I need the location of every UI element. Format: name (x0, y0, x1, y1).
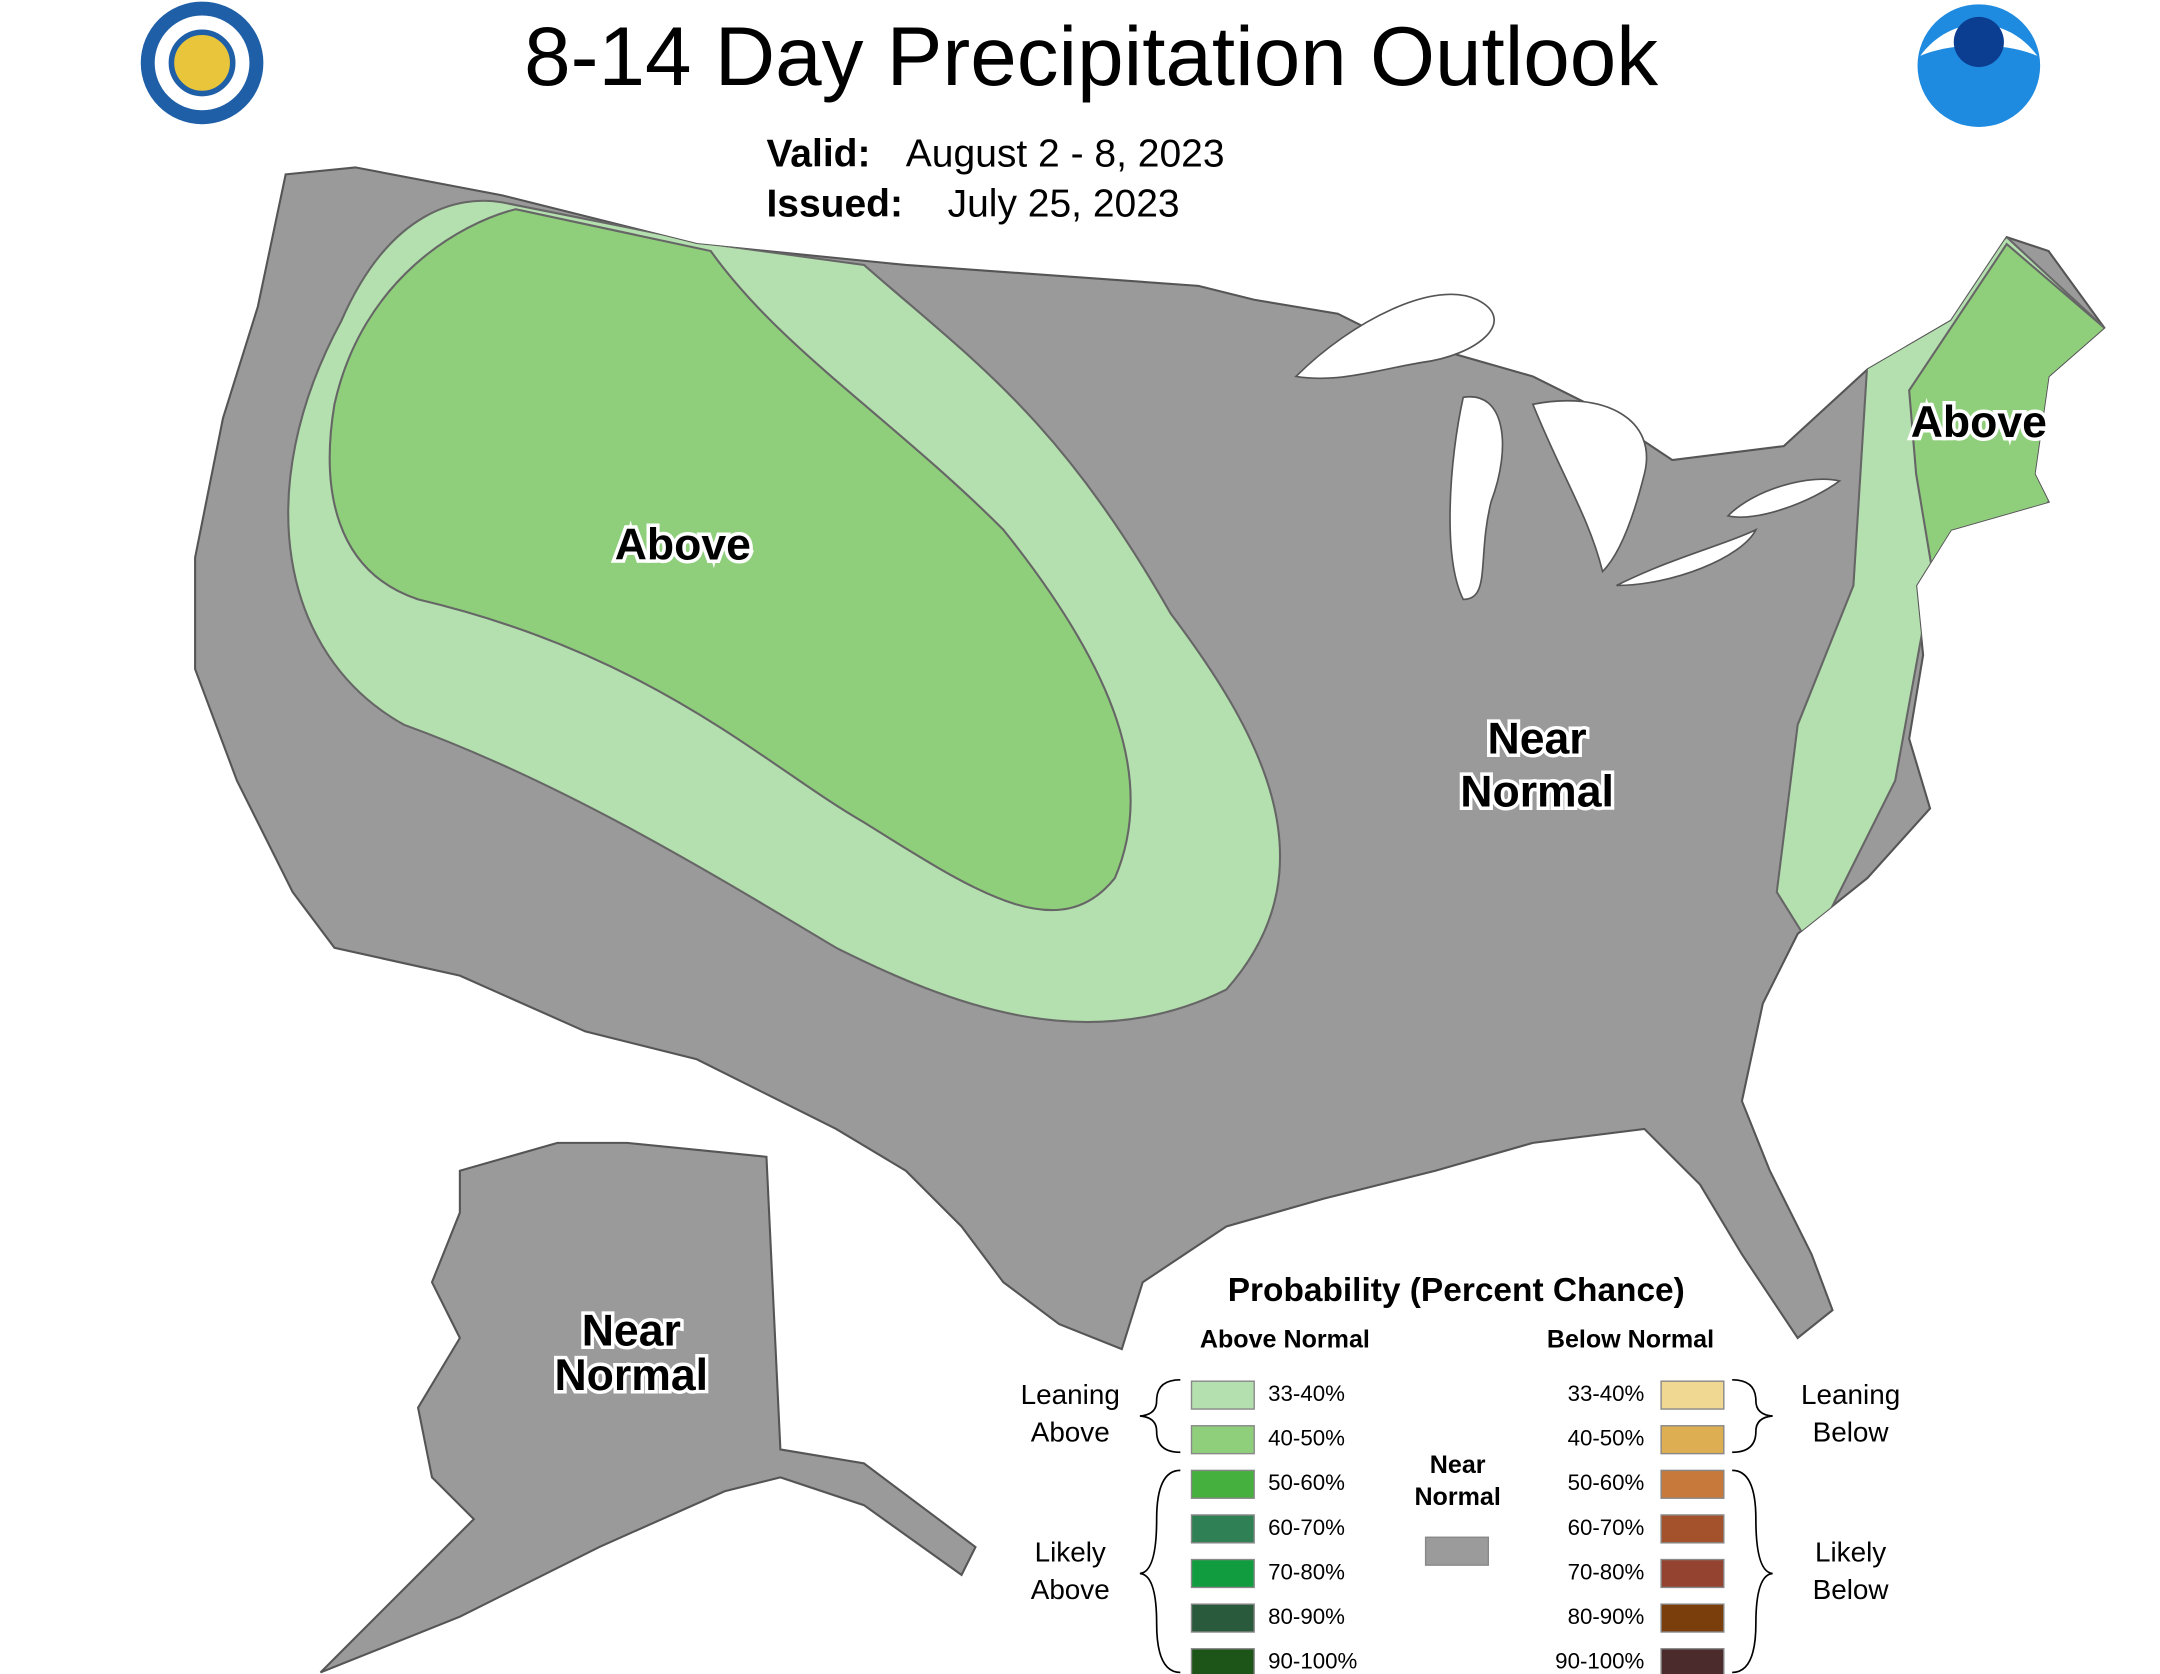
bracket-label: Above (1031, 1574, 1110, 1605)
valid-label: Valid: (766, 133, 870, 176)
legend-swatch (1660, 1558, 1725, 1589)
legend-swatch (1190, 1558, 1255, 1589)
conus (194, 166, 2106, 1351)
bracket-label: Above (1031, 1416, 1110, 1447)
region-label: Normal (554, 1351, 708, 1400)
legend-label: Normal (1414, 1483, 1500, 1511)
legend-label: 70-80% (1268, 1559, 1345, 1584)
bracket-label: Below (1813, 1416, 1890, 1447)
legend-label: 80-90% (1268, 1604, 1345, 1629)
legend-label: 40-50% (1568, 1426, 1645, 1451)
bracket-label: Leaning (1801, 1379, 1900, 1410)
region-label: Above (615, 521, 751, 570)
legend-label: 90-100% (1268, 1649, 1357, 1674)
region-label: Near (1488, 714, 1587, 763)
legend-label: Near (1430, 1451, 1486, 1479)
issued-label: Issued: (766, 183, 903, 226)
legend-swatch (1660, 1425, 1725, 1455)
noaa-logo (1917, 4, 2041, 127)
legend-swatch (1190, 1603, 1255, 1633)
region-label: Near (582, 1307, 681, 1356)
legend-label: 60-70% (1568, 1515, 1645, 1540)
valid-dates: August 2 - 8, 2023 (906, 133, 1225, 176)
legend-swatch (1190, 1425, 1255, 1455)
legend-label: 70-80% (1568, 1559, 1645, 1584)
legend-swatch (1190, 1469, 1255, 1499)
bracket-label: Likely (1035, 1536, 1106, 1567)
bracket-label: Below (1813, 1574, 1890, 1605)
region-label: Above (1911, 398, 2047, 447)
legend-label: 33-40% (1268, 1381, 1345, 1406)
legend-swatch (1660, 1514, 1725, 1544)
legend-label: 90-100% (1555, 1649, 1644, 1674)
brackets (1139, 1378, 1773, 1674)
legend-label: 80-90% (1568, 1604, 1645, 1629)
legend-swatch (1190, 1514, 1255, 1544)
commerce-logo (140, 1, 264, 125)
legend-heading: Above Normal (1200, 1325, 1370, 1353)
legend-label: 50-60% (1568, 1470, 1645, 1495)
bracket-label: Likely (1815, 1536, 1886, 1567)
legend-label: 60-70% (1268, 1515, 1345, 1540)
legend-swatch (1190, 1380, 1255, 1410)
legend-swatch (1660, 1648, 1725, 1674)
legend-swatch (1660, 1380, 1725, 1410)
region-label: Normal (1460, 767, 1614, 816)
title: 8-14 Day Precipitation Outlook (524, 9, 1658, 103)
legend-label: 40-50% (1268, 1426, 1345, 1451)
legend-swatch (1190, 1648, 1255, 1674)
legend-title: Probability (Percent Chance) (1228, 1272, 1685, 1309)
alaska (319, 1141, 977, 1674)
legend-heading: Below Normal (1547, 1325, 1714, 1353)
legend-label: 33-40% (1568, 1381, 1645, 1406)
legend-label: 50-60% (1268, 1470, 1345, 1495)
legend-swatch (1660, 1603, 1725, 1633)
legend-swatch (1424, 1536, 1490, 1566)
bracket-label: Leaning (1021, 1379, 1120, 1410)
legend-swatch (1660, 1469, 1725, 1499)
issued-date: July 25, 2023 (948, 183, 1180, 226)
